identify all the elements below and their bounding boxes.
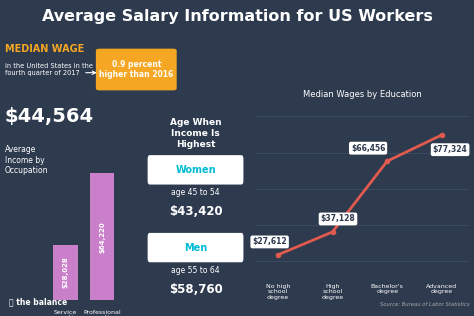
Text: age 55 to 64: age 55 to 64 [171, 266, 220, 275]
Bar [54, 245, 78, 300]
Text: $27,612: $27,612 [252, 237, 287, 246]
Text: $66,456: $66,456 [351, 144, 385, 153]
Text: Ⓑ the balance: Ⓑ the balance [9, 298, 68, 307]
Text: $64,220: $64,220 [99, 221, 105, 253]
Text: Women: Women [175, 165, 216, 175]
FancyBboxPatch shape [147, 233, 244, 262]
Text: 0.9 percent
higher than 2016: 0.9 percent higher than 2016 [99, 60, 173, 79]
Text: Source: Bureau of Labor Statistics: Source: Bureau of Labor Statistics [380, 301, 469, 307]
Text: $37,128: $37,128 [320, 215, 356, 223]
Text: Men: Men [184, 243, 207, 253]
Text: Age When
Income Is
Highest: Age When Income Is Highest [170, 118, 221, 149]
Title: Median Wages by Education: Median Wages by Education [303, 90, 422, 99]
Text: in the United States in the
fourth quarter of 2017: in the United States in the fourth quart… [5, 63, 93, 76]
FancyBboxPatch shape [96, 49, 177, 90]
Text: Average
Income by
Occupation: Average Income by Occupation [5, 145, 48, 175]
Bar [90, 173, 114, 300]
Text: $44,564: $44,564 [5, 107, 94, 126]
Text: Professional
occupations: Professional occupations [83, 310, 121, 316]
Text: $58,760: $58,760 [169, 283, 222, 296]
Text: MEDIAN WAGE: MEDIAN WAGE [5, 44, 84, 54]
Text: age 45 to 54: age 45 to 54 [171, 188, 220, 197]
Text: Average Salary Information for US Workers: Average Salary Information for US Worker… [42, 9, 432, 24]
Text: $77,324: $77,324 [433, 145, 467, 154]
FancyBboxPatch shape [147, 155, 244, 185]
Text: $28,028: $28,028 [63, 257, 69, 289]
Text: $43,420: $43,420 [169, 205, 222, 218]
Text: Service
occupations: Service occupations [46, 310, 84, 316]
